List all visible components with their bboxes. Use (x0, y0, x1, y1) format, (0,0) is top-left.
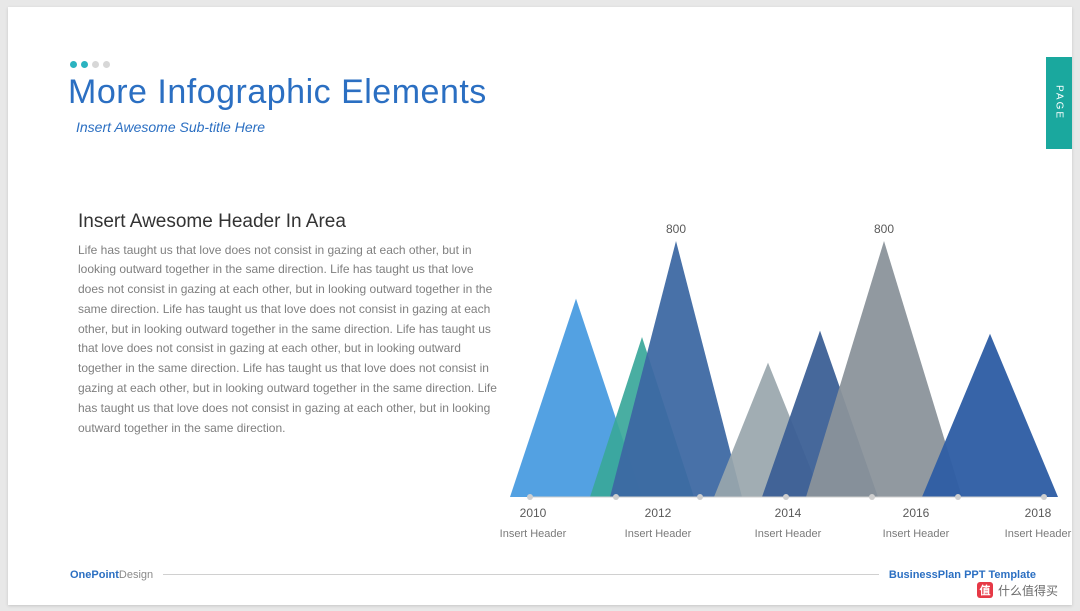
chart-value-label: 800 (874, 222, 894, 236)
axis-tick-dot (1041, 494, 1047, 500)
axis-tick-dot (613, 494, 619, 500)
chart-value-label: 800 (666, 222, 686, 236)
axis-sub-label: Insert Header (500, 528, 567, 540)
pager-dot (92, 61, 99, 68)
content-header: Insert Awesome Header In Area (78, 211, 346, 233)
pager-dot (81, 61, 88, 68)
axis-sub-label: Insert Header (625, 528, 692, 540)
pager-dot (103, 61, 110, 68)
page-subtitle: Insert Awesome Sub-title Here (76, 119, 265, 135)
axis-year-label: 2014 (775, 506, 802, 520)
axis-tick-dot (697, 494, 703, 500)
axis-sub-label: Insert Header (883, 528, 950, 540)
axis-tick-dot (783, 494, 789, 500)
axis-year-label: 2016 (903, 506, 930, 520)
content-body: Life has taught us that love does not co… (78, 241, 498, 439)
watermark: 值 什么值得买 (977, 582, 1058, 599)
watermark-text: 什么值得买 (998, 582, 1058, 599)
watermark-badge-icon: 值 (977, 582, 993, 598)
footer-brand-a: OnePoint (70, 569, 119, 581)
footer-template-name: BusinessPlan PPT Template (889, 569, 1036, 581)
axis-tick-dot (955, 494, 961, 500)
axis-year-label: 2018 (1025, 506, 1052, 520)
chart-triangle (610, 241, 742, 497)
triangle-area-chart: 8008002010Insert Header2012Insert Header… (528, 207, 1048, 537)
chart-svg: 8008002010Insert Header2012Insert Header… (528, 207, 1048, 537)
axis-tick-dot (869, 494, 875, 500)
page-title: More Infographic Elements (68, 73, 487, 112)
axis-sub-label: Insert Header (1005, 528, 1072, 540)
chart-triangle (922, 333, 1058, 496)
side-tab-label: PAGE (1054, 85, 1065, 120)
axis-year-label: 2010 (520, 506, 547, 520)
axis-tick-dot (527, 494, 533, 500)
footer-brand: OnePointDesign (70, 569, 153, 581)
axis-sub-label: Insert Header (755, 528, 822, 540)
axis-year-label: 2012 (645, 506, 672, 520)
footer-brand-b: Design (119, 569, 153, 581)
footer-divider (163, 574, 879, 575)
pager-dot (70, 61, 77, 68)
footer: OnePointDesign BusinessPlan PPT Template (70, 569, 1036, 581)
slide: More Infographic Elements Insert Awesome… (8, 7, 1072, 605)
pager-dots (70, 61, 110, 68)
side-tab[interactable]: PAGE (1046, 57, 1072, 149)
